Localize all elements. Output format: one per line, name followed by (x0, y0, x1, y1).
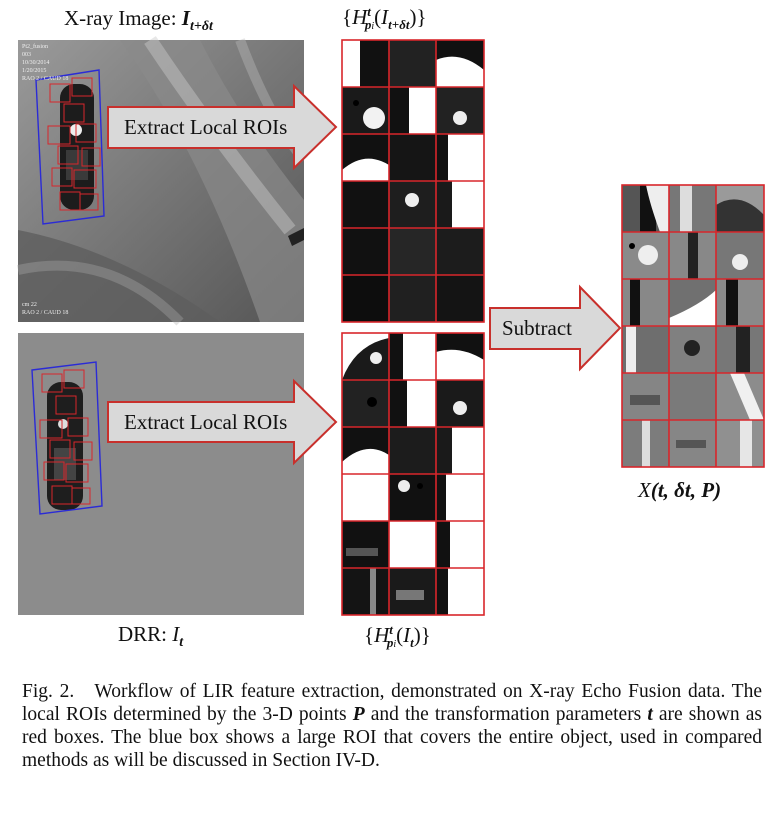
xray-overlay-line3: 10/30/2014 (22, 60, 49, 66)
caption-symbol-t: t (647, 704, 653, 725)
extract-rois-arrow-top: Extract Local ROIs (107, 83, 338, 171)
figure-caption: Fig. 2. Workflow of LIR feature extracti… (22, 680, 762, 772)
subtract-label: Subtract (502, 316, 572, 340)
drr-image-title: DRR: It (118, 622, 184, 651)
subtract-arrow: Subtract (489, 284, 622, 372)
difference-roi-grid (621, 184, 765, 468)
xray-overlay-line5: RAO 2 / CAUD 18 (22, 76, 68, 82)
caption-symbol-p: P (352, 704, 365, 725)
roi-boxes (47, 77, 101, 211)
extract-rois-label-top: Extract Local ROIs (124, 115, 287, 139)
extract-rois-label-bottom: Extract Local ROIs (124, 410, 287, 434)
xray-overlay-line1: Pt2_fusion (22, 43, 48, 50)
workflow-diagram: Pt2_fusion 003 10/30/2014 1/20/2015 RAO … (16, 36, 765, 616)
drr-roi-boxes (39, 369, 93, 505)
xray-image-title: X-ray Image: It+δt (64, 6, 213, 35)
drr-image (18, 333, 304, 615)
drr-roi-patches (342, 333, 484, 615)
caption-text-c: are shown as red boxes. The blue box sho… (22, 704, 763, 771)
xray-roi-grid (341, 39, 485, 323)
xray-overlay-bottom2: RAO 2 / CAUD 18 (22, 310, 68, 316)
drr-rois-label: {Htpi(It)} (364, 622, 431, 651)
xray-rois-label: {Htpi(It+δt)} (342, 4, 427, 33)
xray-image: Pt2_fusion 003 10/30/2014 1/20/2015 RAO … (16, 36, 308, 326)
drr-large-roi-box (31, 361, 103, 515)
caption-text-b: and the transformation parameters (364, 704, 648, 725)
large-roi-box (35, 69, 105, 225)
xray-overlay-line2: 003 (22, 52, 31, 58)
caption-text-a: Workflow of LIR feature extraction, demo… (22, 681, 762, 725)
drr-roi-grid (341, 332, 485, 616)
feature-output-label: X(t, δt, P) (638, 478, 722, 502)
difference-roi-patches (622, 185, 764, 467)
xray-overlay-bottom1: cm 22 (22, 302, 37, 308)
figure-number: Fig. 2. (22, 681, 75, 702)
xray-overlay-line4: 1/20/2015 (22, 68, 46, 74)
extract-rois-arrow-bottom: Extract Local ROIs (107, 378, 338, 466)
xray-roi-patches (342, 40, 484, 322)
